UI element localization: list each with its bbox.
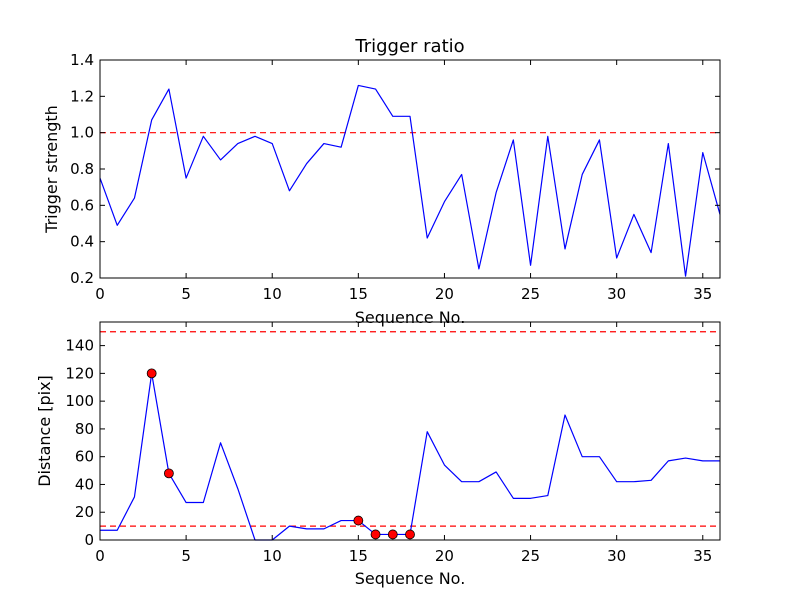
x-tick-label: 15: [349, 285, 368, 303]
chart-title: Trigger ratio: [354, 36, 464, 57]
x-axis-label: Sequence No.: [355, 569, 466, 588]
highlighted-point: [387, 529, 398, 540]
trigger-ratio-plot: Trigger ratio 0 5 10 15 20 25 30 35 0.2 0.4 0.6 0.8…: [42, 36, 721, 327]
y-tick-label: 0: [84, 531, 94, 549]
highlighted-point: [370, 529, 381, 540]
x-tick-label: 35: [693, 285, 712, 303]
x-tick-label: 10: [263, 285, 282, 303]
series-line: [99, 84, 721, 277]
x-tick-label: 20: [435, 547, 454, 565]
y-tick-label: 60: [75, 448, 94, 466]
y-tick-label: 1.0: [70, 124, 94, 142]
y-tick-label: 20: [75, 503, 94, 521]
x-tick-label: 5: [181, 285, 191, 303]
x-tick-label: 10: [263, 547, 282, 565]
distance-plot: 0 5 10 15 20 25 30 35 0 20 40 60 80 100 120 140 Sequenc…: [35, 321, 721, 588]
x-tick-label: 25: [521, 547, 540, 565]
x-tick-label: 15: [349, 547, 368, 565]
y-tick-label: 0.4: [70, 233, 94, 251]
x-tick-label: 30: [607, 547, 626, 565]
plot-frame: [99, 321, 721, 541]
y-tick-label: 0.2: [70, 269, 94, 287]
y-tick-label: 0.6: [70, 196, 94, 214]
y-tick-label: 140: [65, 337, 94, 355]
x-tick-label: 0: [95, 285, 105, 303]
x-tick-label: 35: [693, 547, 712, 565]
y-tick-label: 80: [75, 420, 94, 438]
x-tick-label: 25: [521, 285, 540, 303]
y-tick-label: 0.8: [70, 160, 94, 178]
y-axis-label: Trigger strength: [42, 105, 61, 234]
x-axis-label: Sequence No.: [355, 308, 466, 327]
x-tick-label: 20: [435, 285, 454, 303]
y-tick-label: 1.4: [70, 51, 94, 69]
x-tick-label: 5: [181, 547, 191, 565]
highlighted-point: [146, 368, 157, 379]
y-axis-label: Distance [pix]: [35, 375, 54, 487]
x-tick-label: 30: [607, 285, 626, 303]
highlighted-point: [163, 468, 174, 479]
y-tick-label: 40: [75, 475, 94, 493]
y-tick-label: 1.2: [70, 87, 94, 105]
highlighted-point: [405, 529, 415, 540]
y-tick-label: 120: [65, 364, 94, 382]
highlighted-point: [353, 515, 364, 526]
y-tick-label: 100: [65, 392, 94, 410]
x-tick-label: 0: [95, 547, 105, 565]
